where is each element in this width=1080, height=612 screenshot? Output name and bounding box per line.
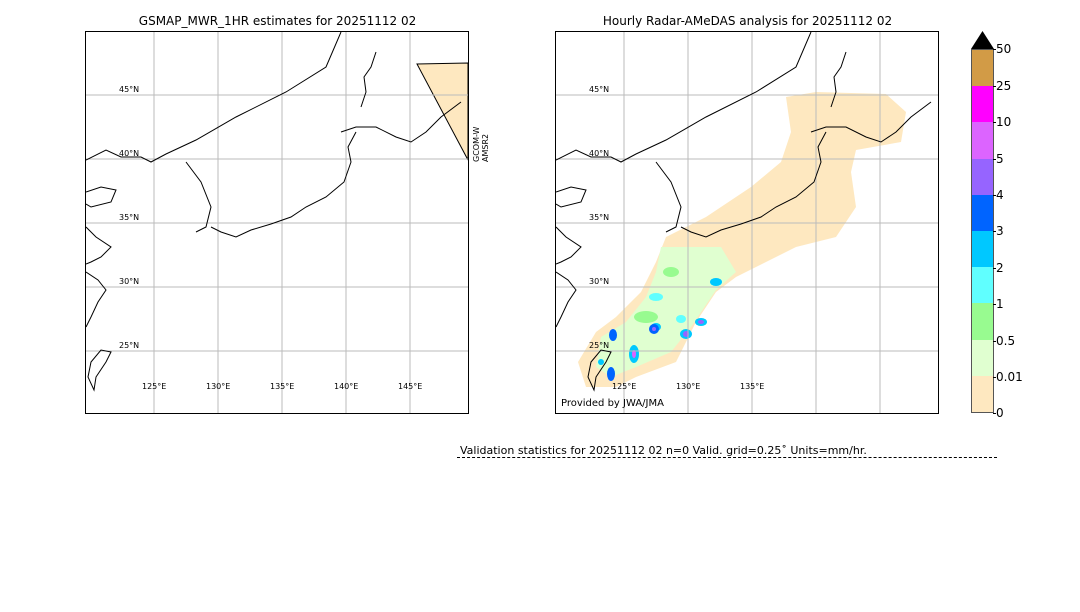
cbar-seg-0	[972, 375, 993, 412]
colorbar	[971, 49, 994, 413]
left-lat-45: 45°N	[119, 85, 140, 94]
cbar-seg-2	[972, 303, 993, 340]
left-lon-145: 145°E	[398, 382, 423, 391]
satellite-label: GCOM-W AMSR2	[472, 127, 490, 162]
cbar-seg-9	[972, 50, 993, 87]
left-lon-125: 125°E	[142, 382, 167, 391]
cbar-tick-4: 2	[993, 261, 1004, 275]
right-map-canvas	[556, 32, 938, 413]
cbar-seg-6	[972, 158, 993, 195]
left-lon-135: 135°E	[270, 382, 295, 391]
cbar-seg-3	[972, 267, 993, 304]
right-map-panel: 45°N 40°N 35°N 30°N 25°N 125°E 130°E 135…	[555, 31, 939, 414]
validation-statistics: Validation statistics for 20251112 02 n=…	[460, 444, 867, 457]
data-credit: Provided by JWA/JMA	[561, 398, 664, 409]
cbar-tick-1: 0.01	[993, 370, 1023, 384]
cbar-seg-4	[972, 231, 993, 268]
right-lat-40: 40°N	[589, 149, 610, 158]
cbar-tick-3: 1	[993, 297, 1004, 311]
cbar-tick-0: 0	[993, 406, 1004, 420]
colorbar-extend-arrow	[971, 31, 994, 49]
left-map-canvas	[86, 32, 468, 413]
right-map-title: Hourly Radar-AMeDAS analysis for 2025111…	[602, 14, 893, 28]
left-lat-35: 35°N	[119, 213, 140, 222]
sat-line-1: GCOM-W	[472, 126, 481, 162]
cbar-tick-9: 25	[992, 79, 1012, 93]
cbar-seg-1	[972, 339, 993, 376]
right-lat-45: 45°N	[589, 85, 610, 94]
cbar-tick-6: 4	[993, 188, 1004, 202]
cbar-tick-5: 3	[993, 224, 1004, 238]
cbar-seg-5	[972, 194, 993, 231]
right-lon-125: 125°E	[612, 382, 637, 391]
left-lon-130: 130°E	[206, 382, 231, 391]
left-lat-25: 25°N	[119, 341, 140, 350]
left-lat-30: 30°N	[119, 277, 140, 286]
left-map-panel: 45°N 40°N 35°N 30°N 25°N 125°E 130°E 135…	[85, 31, 469, 414]
cbar-tick-7: 5	[993, 152, 1004, 166]
right-lat-25: 25°N	[589, 341, 610, 350]
left-lon-140: 140°E	[334, 382, 359, 391]
cbar-tick-2: 0.5	[992, 334, 1016, 348]
right-lat-35: 35°N	[589, 213, 610, 222]
sat-line-2: AMSR2	[481, 133, 490, 162]
cbar-tick-10: 50	[992, 42, 1012, 56]
right-lon-130: 130°E	[676, 382, 701, 391]
left-map-title: GSMAP_MWR_1HR estimates for 20251112 02	[138, 14, 417, 28]
cbar-seg-8	[972, 86, 993, 123]
right-lon-135: 135°E	[740, 382, 765, 391]
left-lat-40: 40°N	[119, 149, 140, 158]
cbar-seg-7	[972, 122, 993, 159]
right-lat-30: 30°N	[589, 277, 610, 286]
validation-divider	[457, 457, 997, 458]
cbar-tick-8: 10	[992, 115, 1012, 129]
